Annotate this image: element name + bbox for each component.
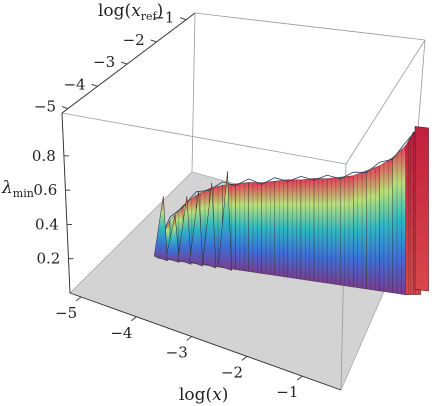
xref-tick-label: −5 [34, 98, 56, 116]
surface-patch [235, 182, 249, 272]
surface-patch [353, 170, 367, 290]
xref-tick-label: −2 [123, 31, 145, 49]
x-tick-label: −5 [55, 304, 77, 322]
surface-spike [165, 214, 180, 263]
x-tick-label: −4 [110, 324, 132, 342]
surface-mesh [153, 126, 429, 296]
xref-tick-mark [150, 39, 157, 43]
x-axis-label: log(x) [179, 385, 228, 405]
x-tick-mark [75, 296, 82, 302]
axis-lines [61, 12, 342, 391]
x-tick-label: −1 [276, 383, 298, 401]
surface-spike [153, 196, 168, 262]
z-axis-label: λmin [1, 178, 34, 200]
xref-tick-mark [61, 106, 69, 109]
surface-spike [177, 196, 192, 265]
x-tick-mark [297, 375, 303, 381]
surface-patch [261, 180, 276, 276]
xref-tick-mark [91, 83, 98, 87]
surface-patch [326, 176, 341, 286]
surface-patch [405, 131, 414, 296]
axis-ticks: −5 −4 −3 −2 −1 −5 −4 −3 −2 −1 0.2 0.4 0.6 0.8 [32, 9, 303, 401]
z-tick-label: 0.2 [36, 250, 60, 268]
x-tick-label: −2 [221, 363, 243, 381]
x-tick-mark [241, 355, 248, 361]
surface-patch [392, 145, 406, 296]
x-tick-mark [186, 336, 192, 341]
surface-spike [189, 191, 204, 267]
z-tick-label: 0.4 [35, 215, 59, 233]
surface-patch [313, 178, 328, 284]
surface-patch [366, 165, 380, 292]
x-tick-mark [131, 316, 137, 322]
xref-tick-label: −4 [63, 75, 85, 93]
surface-patch [379, 156, 393, 294]
x-tick-label: −3 [166, 344, 188, 362]
z-tick-label: 0.8 [32, 147, 56, 165]
xref-tick-mark [179, 17, 187, 21]
surface-patch [340, 175, 354, 288]
surface-patch [287, 179, 302, 280]
surface-patch [248, 182, 262, 274]
surface-spike [218, 171, 232, 271]
surface-patch [274, 179, 289, 278]
surface-rim [156, 128, 422, 248]
xref-tick-mark [120, 61, 128, 65]
xref-tick-label: −1 [152, 9, 174, 27]
xref-axis-label: log(xref) [98, 1, 163, 23]
surface-patch [300, 178, 315, 282]
surface-peak [414, 126, 429, 292]
xref-tick-label: −3 [93, 53, 115, 71]
z-tick-label: 0.6 [33, 181, 57, 199]
surface-spike [202, 182, 217, 269]
